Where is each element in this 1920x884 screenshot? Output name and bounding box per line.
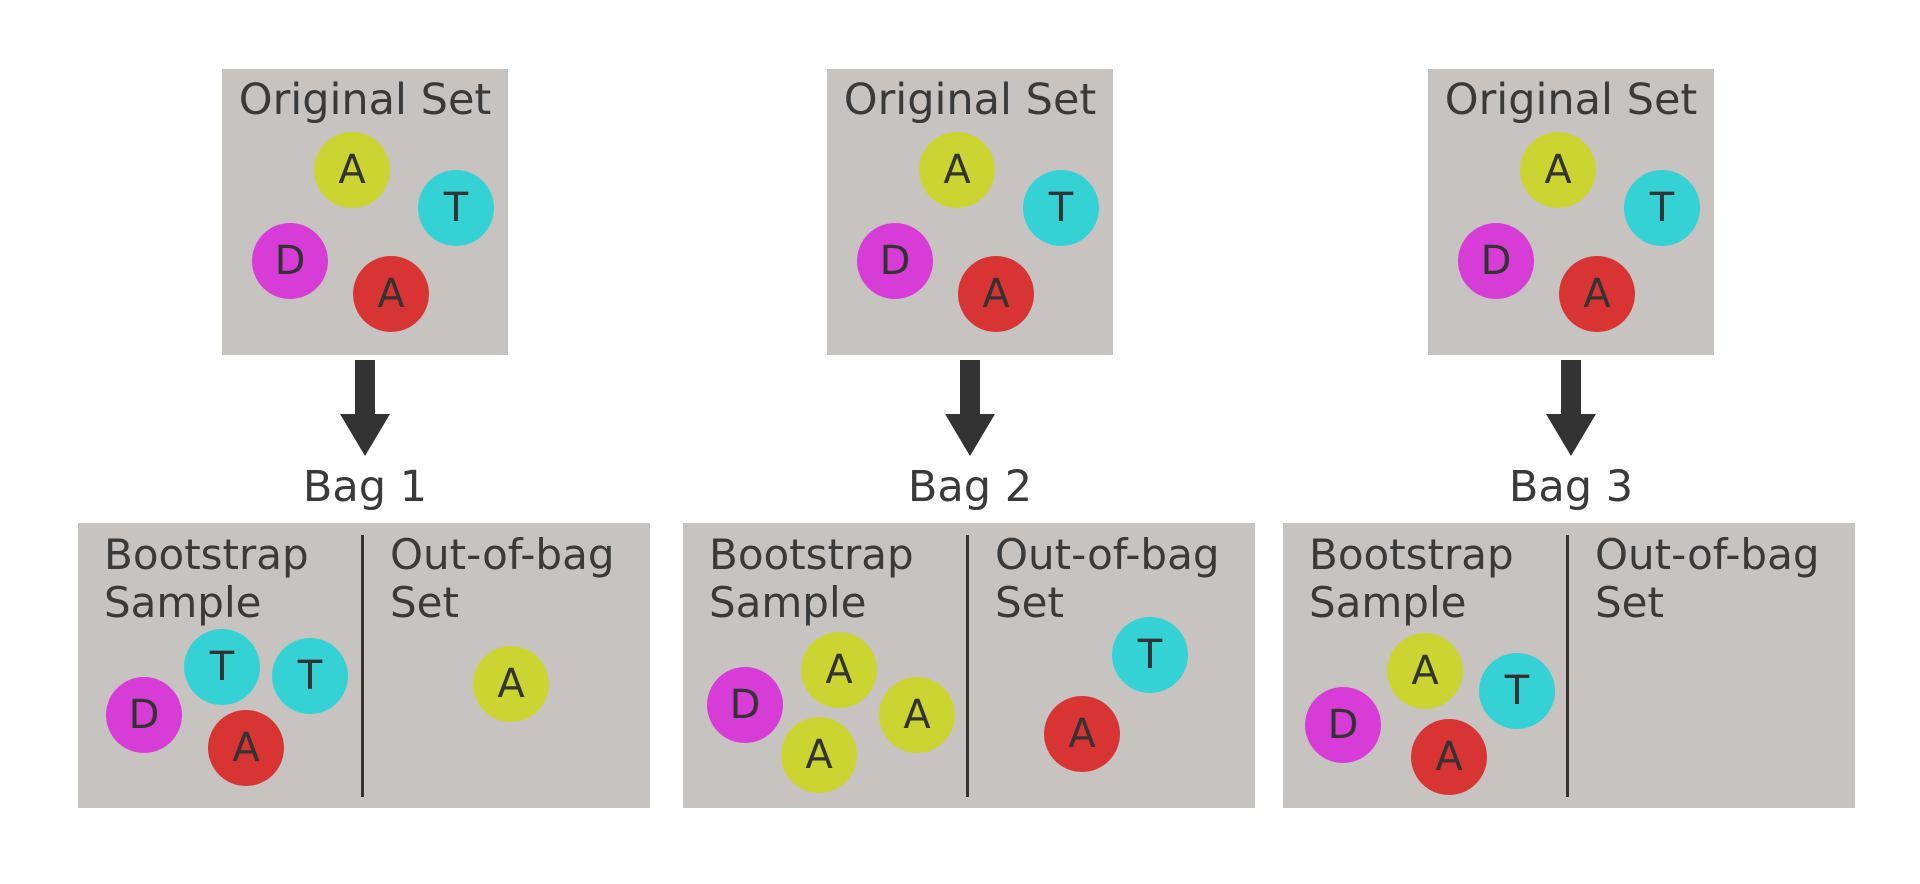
out-of-bag-title: Out-of-bag Set — [995, 530, 1220, 627]
ball-d: D — [857, 223, 933, 299]
bootstrap-ball-t: T — [1479, 653, 1555, 729]
original-set-box: Original Set A T D A — [1428, 69, 1714, 355]
divider — [1566, 535, 1569, 797]
bag-box: Bootstrap Sample Out-of-bag Set A T D A — [1283, 523, 1855, 808]
oob-ball-a: A — [473, 646, 549, 722]
ball-a: A — [919, 132, 995, 208]
bootstrap-sample-title: Bootstrap Sample — [1309, 530, 1514, 627]
down-arrow-icon — [340, 360, 390, 460]
bag-box: Bootstrap Sample Out-of-bag Set T T D A … — [78, 523, 650, 808]
bootstrap-ball-t: T — [272, 638, 348, 714]
oob-ball-t: T — [1112, 617, 1188, 693]
panel-bag-3: Original Set A T D A Bag 3 Bootstrap Sam… — [1283, 0, 1863, 884]
bag-label: Bag 1 — [302, 462, 428, 512]
ball-a-red: A — [1559, 256, 1635, 332]
bootstrap-ball-a: A — [1387, 633, 1463, 709]
ball-a-red: A — [353, 256, 429, 332]
original-set-title: Original Set — [1444, 75, 1698, 125]
bootstrap-ball-a-red: A — [1411, 719, 1487, 795]
original-set-title: Original Set — [238, 75, 492, 125]
original-set-box: Original Set A T D A — [827, 69, 1113, 355]
divider — [966, 535, 969, 797]
original-set-title: Original Set — [843, 75, 1097, 125]
ball-a: A — [314, 132, 390, 208]
bootstrap-ball-d: D — [707, 667, 783, 743]
ball-t: T — [418, 170, 494, 246]
down-arrow-icon — [1546, 360, 1596, 460]
bootstrap-sample-title: Bootstrap Sample — [709, 530, 914, 627]
bootstrap-ball-a-red: A — [208, 710, 284, 786]
panel-bag-2: Original Set A T D A Bag 2 Bootstrap Sam… — [683, 0, 1263, 884]
ball-d: D — [252, 223, 328, 299]
original-set-box: Original Set A T D A — [222, 69, 508, 355]
ball-a: A — [1520, 132, 1596, 208]
bootstrap-ball-t: T — [184, 629, 260, 705]
bootstrap-ball-d: D — [1305, 687, 1381, 763]
bootstrap-ball-a: A — [781, 717, 857, 793]
bag-box: Bootstrap Sample Out-of-bag Set A D A A … — [683, 523, 1255, 808]
ball-t: T — [1023, 170, 1099, 246]
out-of-bag-title: Out-of-bag Set — [390, 530, 615, 627]
oob-ball-a-red: A — [1044, 696, 1120, 772]
bag-label: Bag 2 — [907, 462, 1033, 512]
panel-bag-1: Original Set A T D A Bag 1 Bootstrap Sam… — [78, 0, 658, 884]
bootstrap-ball-a: A — [801, 632, 877, 708]
ball-d: D — [1458, 223, 1534, 299]
ball-a-red: A — [958, 256, 1034, 332]
ball-t: T — [1624, 170, 1700, 246]
bootstrap-ball-a: A — [879, 677, 955, 753]
bootstrap-ball-d: D — [106, 677, 182, 753]
bag-label: Bag 3 — [1508, 462, 1634, 512]
bootstrap-sample-title: Bootstrap Sample — [104, 530, 309, 627]
divider — [361, 535, 364, 797]
down-arrow-icon — [945, 360, 995, 460]
out-of-bag-title: Out-of-bag Set — [1595, 530, 1820, 627]
